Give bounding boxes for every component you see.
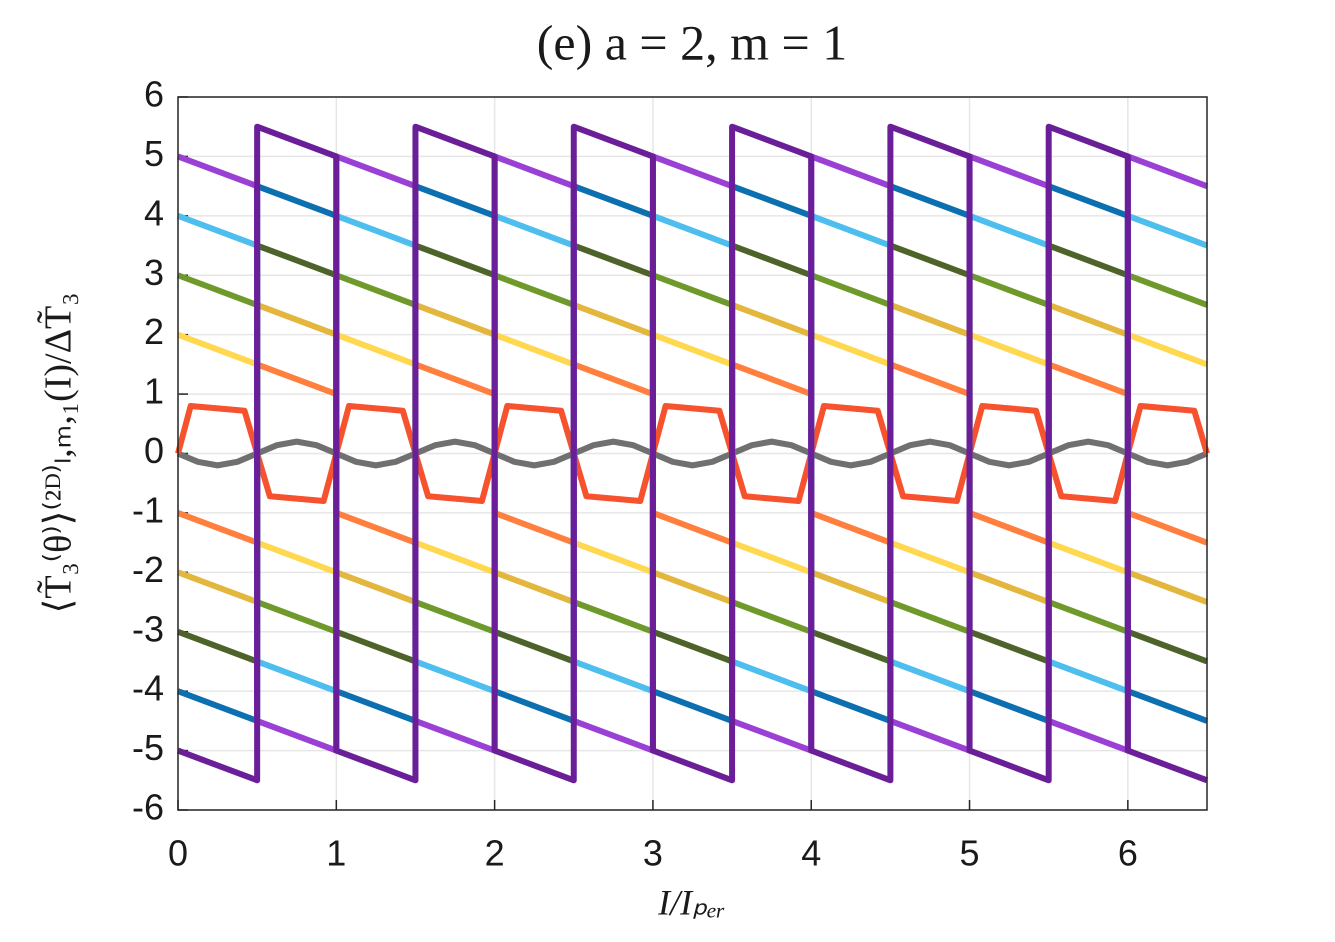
y-tick-label: -6 bbox=[132, 787, 164, 828]
y-tick-label: 6 bbox=[144, 74, 164, 115]
data-line bbox=[176, 272, 1209, 635]
data-line bbox=[176, 123, 1209, 784]
y-tick-label: -1 bbox=[132, 489, 164, 530]
data-line bbox=[175, 402, 1210, 505]
y-tick-label: 4 bbox=[144, 192, 164, 233]
y-tick-label: 2 bbox=[144, 311, 164, 352]
chart-title: (e) a = 2, m = 1 bbox=[537, 14, 847, 70]
y-tick-label: 0 bbox=[144, 430, 164, 471]
y-tick-label: -4 bbox=[132, 668, 164, 709]
data-line bbox=[176, 301, 1209, 606]
x-tick-label: 6 bbox=[1118, 833, 1138, 874]
data-line bbox=[176, 183, 1209, 724]
x-tick-label: 0 bbox=[168, 833, 188, 874]
y-axis-label: ⟨T̃₃⁽θ⁾⟩⁽²ᴰ⁾ₗ,ₘ,₁(I)/ΔT̃₃ bbox=[37, 292, 80, 613]
x-axis-label: I/Iₚₑᵣ bbox=[657, 882, 726, 922]
x-tick-label: 4 bbox=[801, 833, 821, 874]
data-line bbox=[176, 242, 1209, 665]
y-tick-label: -3 bbox=[132, 608, 164, 649]
x-tick-label: 1 bbox=[326, 833, 346, 874]
y-tick-label: -5 bbox=[132, 727, 164, 768]
data-line bbox=[176, 438, 1209, 469]
x-tick-label: 5 bbox=[960, 833, 980, 874]
y-tick-label: 3 bbox=[144, 252, 164, 293]
data-line bbox=[176, 361, 1209, 546]
y-tick-label: 5 bbox=[144, 133, 164, 174]
plot-frame bbox=[177, 96, 1208, 811]
data-line bbox=[176, 153, 1209, 754]
data-line bbox=[176, 331, 1209, 576]
data-line bbox=[176, 212, 1209, 695]
y-tick-label: 1 bbox=[144, 371, 164, 412]
x-tick-label: 3 bbox=[643, 833, 663, 874]
x-tick-label: 2 bbox=[485, 833, 505, 874]
y-tick-label: -2 bbox=[132, 549, 164, 590]
